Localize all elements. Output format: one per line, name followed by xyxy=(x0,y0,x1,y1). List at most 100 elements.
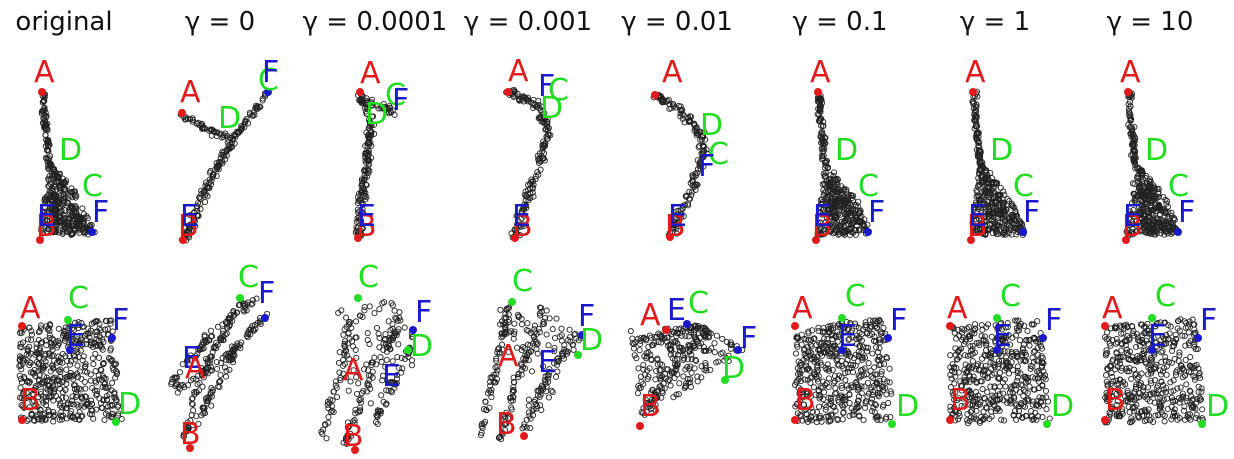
embedding-point xyxy=(208,402,215,409)
embedding-point xyxy=(202,125,209,132)
landmark-label-d: D xyxy=(410,329,433,364)
embedding-point xyxy=(51,166,58,173)
embedding-point xyxy=(46,183,53,190)
landmark-label-f: F xyxy=(1178,195,1195,230)
embedding-point xyxy=(201,124,208,131)
landmark-dot-a xyxy=(651,91,659,99)
embedding-point xyxy=(42,131,49,139)
embedding-point xyxy=(1030,398,1037,405)
embedding-point xyxy=(676,380,683,387)
embedding-point xyxy=(366,303,373,310)
landmark-dot-b xyxy=(36,236,44,244)
column-title-0: original xyxy=(15,7,112,37)
landmark-label-c: C xyxy=(845,279,866,314)
embedding-point xyxy=(345,387,352,394)
embedding-point xyxy=(869,350,876,357)
embedding-point xyxy=(38,224,45,231)
embedding-point xyxy=(566,326,573,333)
landmark-label-e: E xyxy=(667,293,686,328)
embedding-point xyxy=(45,225,52,233)
landmark-label-b: B xyxy=(178,209,199,244)
embedding-point xyxy=(525,402,532,409)
embedding-point xyxy=(185,222,193,229)
column-title-1: γ = 0 xyxy=(185,7,255,37)
embedding-point xyxy=(41,97,48,105)
embedding-point xyxy=(89,355,96,362)
embedding-point xyxy=(66,228,73,235)
embedding-point xyxy=(109,379,116,386)
embedding-point xyxy=(671,374,678,382)
landmark-label-d: D xyxy=(896,389,919,424)
embedding-point xyxy=(340,331,347,338)
embedding-point xyxy=(528,368,536,375)
embedding-point xyxy=(222,156,229,163)
embedding-point xyxy=(250,109,257,116)
landmark-label-f: F xyxy=(262,55,279,90)
landmark-dot-f xyxy=(88,228,96,236)
embedding-point xyxy=(72,207,79,214)
landmark-label-e: E xyxy=(668,199,687,234)
embedding-point xyxy=(217,371,224,378)
landmark-dot-c xyxy=(236,294,244,302)
embedding-point xyxy=(391,307,398,314)
landmark-label-a: A xyxy=(498,339,519,374)
embedding-point xyxy=(49,199,56,206)
embedding-point xyxy=(73,210,80,217)
embedding-point xyxy=(40,209,47,216)
embedding-point xyxy=(371,310,378,317)
embedding-point xyxy=(235,128,243,136)
landmark-label-c: C xyxy=(238,260,259,295)
embedding-point xyxy=(71,192,78,199)
embedding-point xyxy=(1043,406,1050,413)
embedding-point xyxy=(62,394,70,401)
embedding-point xyxy=(545,394,552,401)
embedding-point xyxy=(815,324,822,331)
embedding-point xyxy=(637,340,644,348)
embedding-point xyxy=(350,343,357,350)
column-title-3: γ = 0.001 xyxy=(464,7,592,37)
embedding-point xyxy=(42,154,50,161)
embedding-point xyxy=(204,184,211,191)
embedding-point xyxy=(238,123,245,130)
embedding-point xyxy=(218,130,225,138)
embedding-point xyxy=(76,229,83,236)
embedding-point xyxy=(48,196,55,203)
landmark-label-d: D xyxy=(835,133,858,168)
landmark-label-f: F xyxy=(92,195,109,230)
landmark-label-f: F xyxy=(890,303,907,338)
embedding-point xyxy=(64,199,72,206)
landmark-dot-f xyxy=(261,314,269,322)
embedding-point xyxy=(325,413,332,421)
embedding-point xyxy=(1020,392,1027,399)
embedding-point xyxy=(214,323,222,330)
landmark-label-f: F xyxy=(1023,195,1040,230)
landmark-label-a: A xyxy=(185,351,206,386)
embedding-point xyxy=(979,355,986,362)
embedding-point xyxy=(68,185,75,192)
embedding-point xyxy=(858,390,865,397)
embedding-point xyxy=(497,306,504,313)
embedding-point xyxy=(38,227,45,234)
embedding-point xyxy=(361,303,368,311)
embedding-point xyxy=(379,300,386,307)
embedding-point xyxy=(256,103,263,110)
embedding-point xyxy=(224,139,231,146)
embedding-point xyxy=(816,403,823,410)
embedding-point xyxy=(55,229,63,236)
embedding-point xyxy=(1000,390,1007,397)
landmark-dot-d xyxy=(888,420,896,428)
embedding-point xyxy=(60,229,67,236)
embedding-point xyxy=(524,320,531,327)
embedding-point xyxy=(1026,342,1033,349)
landmark-label-e: E xyxy=(382,359,401,394)
embedding-point xyxy=(63,366,70,373)
landmark-label-d: D xyxy=(990,133,1013,168)
